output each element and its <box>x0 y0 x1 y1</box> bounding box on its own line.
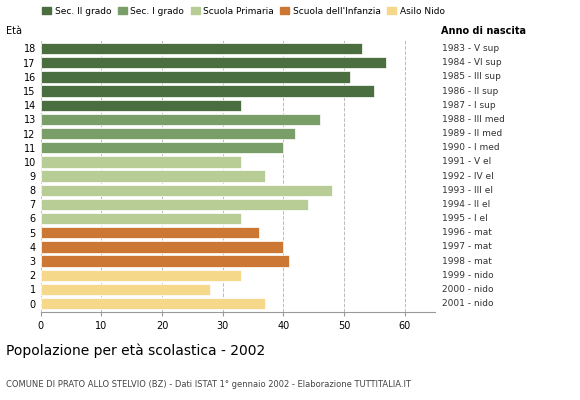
Text: 1986 - II sup: 1986 - II sup <box>442 86 498 96</box>
Bar <box>41 270 241 281</box>
Text: 1991 - V el: 1991 - V el <box>442 157 491 166</box>
Bar <box>41 57 386 68</box>
Bar <box>41 100 241 111</box>
Text: 1999 - nido: 1999 - nido <box>442 271 494 280</box>
Text: 1983 - V sup: 1983 - V sup <box>442 44 499 53</box>
Text: Età: Età <box>6 26 22 36</box>
Bar <box>41 142 283 153</box>
Bar <box>41 184 332 196</box>
Bar <box>41 241 283 252</box>
Bar <box>41 43 362 54</box>
Text: 1984 - VI sup: 1984 - VI sup <box>442 58 502 67</box>
Text: 1989 - II med: 1989 - II med <box>442 129 502 138</box>
Text: 2001 - nido: 2001 - nido <box>442 299 494 308</box>
Text: 1985 - III sup: 1985 - III sup <box>442 72 501 81</box>
Text: 1987 - I sup: 1987 - I sup <box>442 101 495 110</box>
Text: 1996 - mat: 1996 - mat <box>442 228 492 237</box>
Bar <box>41 71 350 82</box>
Bar <box>41 298 265 309</box>
Bar <box>41 255 289 267</box>
Bar <box>41 213 241 224</box>
Text: 1992 - IV el: 1992 - IV el <box>442 172 494 180</box>
Bar <box>41 199 307 210</box>
Bar <box>41 114 320 125</box>
Bar <box>41 227 259 238</box>
Text: COMUNE DI PRATO ALLO STELVIO (BZ) - Dati ISTAT 1° gennaio 2002 - Elaborazione TU: COMUNE DI PRATO ALLO STELVIO (BZ) - Dati… <box>6 380 411 389</box>
Bar <box>41 284 211 295</box>
Text: Anno di nascita: Anno di nascita <box>441 26 526 36</box>
Text: Popolazione per età scolastica - 2002: Popolazione per età scolastica - 2002 <box>6 344 265 358</box>
Text: 1995 - I el: 1995 - I el <box>442 214 488 223</box>
Text: 1998 - mat: 1998 - mat <box>442 256 492 266</box>
Text: 1988 - III med: 1988 - III med <box>442 115 505 124</box>
Bar <box>41 170 265 182</box>
Bar <box>41 128 295 139</box>
Text: 1993 - III el: 1993 - III el <box>442 186 493 195</box>
Text: 2000 - nido: 2000 - nido <box>442 285 494 294</box>
Bar <box>41 85 374 97</box>
Text: 1990 - I med: 1990 - I med <box>442 143 499 152</box>
Legend: Sec. II grado, Sec. I grado, Scuola Primaria, Scuola dell'Infanzia, Asilo Nido: Sec. II grado, Sec. I grado, Scuola Prim… <box>42 6 445 16</box>
Bar <box>41 156 241 168</box>
Text: 1997 - mat: 1997 - mat <box>442 242 492 251</box>
Text: 1994 - II el: 1994 - II el <box>442 200 490 209</box>
